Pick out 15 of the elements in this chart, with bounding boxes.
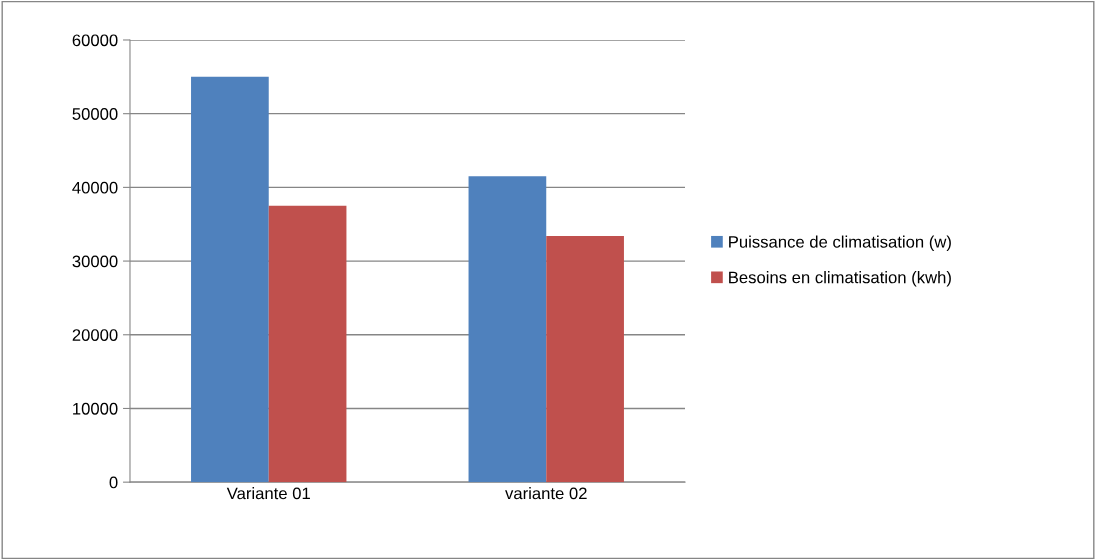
legend-label: Besoins en climatisation (kwh)	[729, 271, 951, 287]
y-tick-label: 50000	[72, 108, 118, 120]
bar	[468, 176, 547, 483]
y-tick-label: 60000	[72, 34, 118, 47]
bar	[546, 236, 624, 483]
y-tick-label: 20000	[72, 329, 118, 341]
y-tick-label: 30000	[72, 255, 118, 268]
legend-label: Puissance de climatisation (w)	[729, 235, 951, 252]
bar	[268, 205, 347, 483]
y-tick-label: 40000	[72, 181, 118, 194]
x-tick-label: variante 02	[505, 487, 587, 500]
y-tick-label: 10000	[73, 402, 118, 415]
bar	[191, 76, 269, 483]
x-tick-label: Variante 01	[226, 487, 310, 500]
y-tick-label: 0	[109, 476, 118, 489]
